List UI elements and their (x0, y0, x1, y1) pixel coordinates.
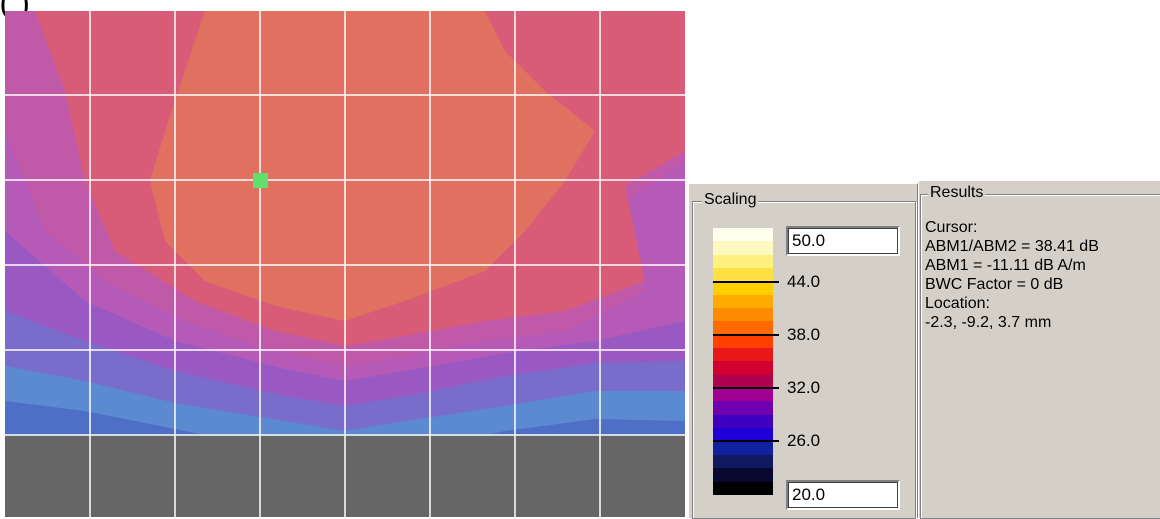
results-panel (918, 180, 1160, 518)
color-scale-segment (713, 414, 773, 429)
results-cursor-label: Cursor: (925, 219, 978, 236)
scale-tick-26 (713, 440, 779, 442)
grid-lines (5, 11, 685, 517)
color-scale-segment (713, 268, 773, 282)
color-scale-segment (713, 441, 773, 455)
results-group-label: Results (928, 184, 986, 202)
color-scale-segment (713, 308, 773, 322)
color-scale-segment (713, 388, 773, 402)
color-scale-segment (713, 294, 773, 309)
scale-label-26: 26.0 (787, 431, 821, 450)
scaling-group-label: Scaling (702, 191, 759, 209)
results-abm1-line: ABM1 = -11.11 dB A/m (925, 257, 1086, 274)
color-scale-segment (713, 454, 773, 469)
scale-min-input[interactable]: 20.0 (786, 480, 900, 510)
color-scale-segment (713, 254, 773, 269)
color-scale-segment (713, 481, 773, 495)
results-ratio-line: ABM1/ABM2 = 38.41 dB (925, 238, 1099, 255)
color-scale-segment (713, 468, 773, 482)
color-scale-segment (713, 281, 773, 295)
color-scale-segment (713, 361, 773, 375)
color-scale-segment (713, 401, 773, 415)
field-contour-plot[interactable] (5, 11, 685, 517)
color-scale-bar (713, 228, 773, 495)
color-scale-segment (713, 321, 773, 335)
scale-tick-32 (713, 387, 779, 389)
color-scale-segment (713, 348, 773, 362)
scale-label-38: 38.0 (787, 325, 821, 344)
scale-tick-38 (713, 334, 779, 336)
results-text-block: Cursor: ABM1/ABM2 = 38.41 dB ABM1 = -11.… (925, 218, 1099, 332)
color-scale-segment (713, 241, 773, 255)
cursor-marker[interactable] (253, 173, 268, 188)
scale-label-32: 32.0 (787, 378, 821, 397)
results-location-value: -2.3, -9.2, 3.7 mm (925, 314, 1052, 331)
results-bwc-line: BWC Factor = 0 dB (925, 276, 1064, 293)
color-scale-segment (713, 334, 773, 349)
contour-band-8 (150, 11, 595, 321)
scale-tick-44 (713, 281, 779, 283)
color-scale-segment (713, 428, 773, 442)
results-location-label: Location: (925, 295, 990, 312)
contour-svg[interactable] (5, 11, 685, 517)
scale-max-input[interactable]: 50.0 (786, 226, 900, 256)
scale-label-44: 44.0 (787, 272, 821, 291)
color-scale-segment (713, 228, 773, 242)
color-scale-segment (713, 374, 773, 389)
